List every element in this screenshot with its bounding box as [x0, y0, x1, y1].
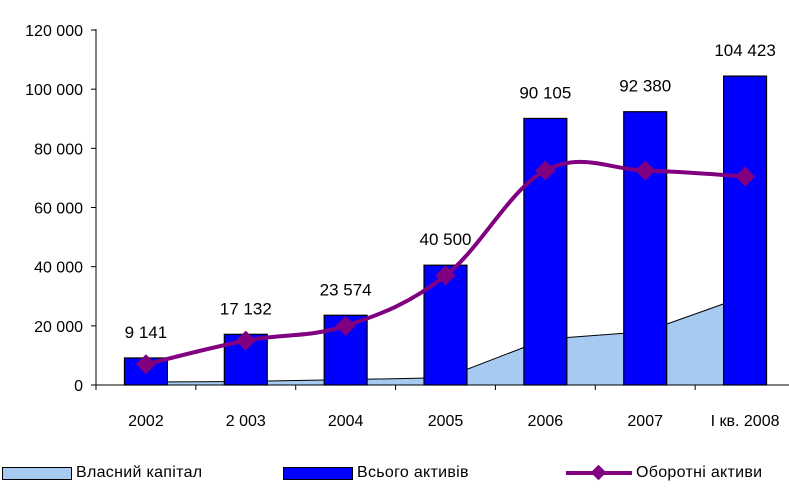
legend-label-current: Оборотні активи [636, 464, 763, 481]
y-tick-label-2: 40 000 [34, 260, 83, 277]
x-tick-label-4: 2006 [528, 413, 564, 430]
chart-canvas: 0 20 000 40 000 60 000 80 000 100 000 120 000 2… [25, 23, 789, 430]
bar-data-label-3: 40 500 [420, 230, 472, 249]
current-assets-line-layer [135, 159, 756, 375]
bar-data-label-6: 104 423 [714, 41, 775, 60]
x-tick-label-3: 2005 [428, 413, 464, 430]
bar-data-label-1: 17 132 [220, 299, 272, 318]
y-tick-label-0: 0 [74, 378, 83, 395]
y-tick-label-4: 80 000 [34, 141, 83, 158]
x-tick-label-1: 2 003 [226, 413, 266, 430]
line-point-5 [635, 160, 656, 181]
x-tick-label-5: 2007 [627, 413, 663, 430]
legend-label-total: Всього активів [357, 464, 469, 481]
legend-label-equity: Власний капітал [76, 464, 203, 481]
legend-swatch-equity [2, 466, 72, 480]
y-tick-label-5: 100 000 [25, 82, 83, 99]
line-point-0 [135, 354, 156, 375]
line-point-1 [235, 330, 256, 351]
bar-4 [523, 117, 568, 386]
axes: 0 20 000 40 000 60 000 80 000 100 000 120 000 2… [25, 23, 789, 430]
line-point-2 [335, 315, 356, 336]
legend-item-total: Всього активів [283, 458, 469, 488]
legend-item-equity: Власний капітал [2, 458, 202, 488]
line-point-6 [735, 166, 756, 187]
data-labels: 9 141 17 132 23 574 40 500 90 105 92 380 104 4… [125, 41, 776, 342]
bar-data-label-5: 92 380 [619, 77, 671, 96]
x-tick-label-2: 2004 [328, 413, 364, 430]
y-tick-label-3: 60 000 [34, 201, 83, 218]
bar-data-label-4: 90 105 [519, 83, 571, 102]
legend-swatch-total [283, 466, 353, 480]
legend: Власний капітал Всього активів Оборотні … [0, 458, 789, 488]
x-tick-label-0: 2002 [128, 413, 164, 430]
x-tick-label-6: І кв. 2008 [711, 413, 780, 430]
bar-data-label-2: 23 574 [320, 280, 372, 299]
line-point-3 [435, 265, 456, 286]
legend-line-diamond-icon [566, 465, 632, 481]
legend-item-current: Оборотні активи [566, 458, 762, 488]
bar-6 [723, 75, 768, 386]
bar-5 [623, 111, 668, 386]
y-tick-label-6: 120 000 [25, 23, 83, 40]
y-tick-label-1: 20 000 [34, 319, 83, 336]
line-point-4 [535, 160, 556, 181]
bar-data-label-0: 9 141 [125, 323, 168, 342]
